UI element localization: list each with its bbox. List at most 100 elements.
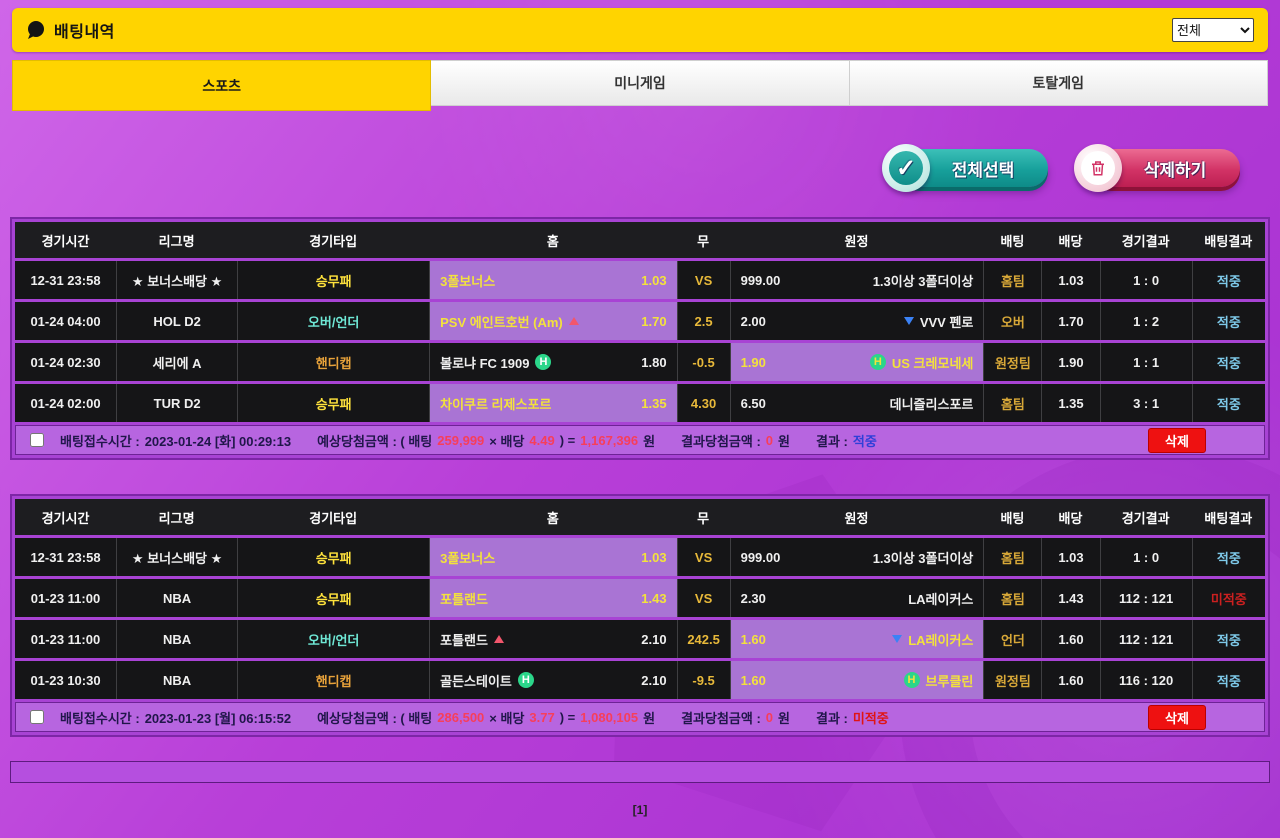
table-header-row: 경기시간 리그명 경기타입 홈 무 원정 배팅 배당 경기결과 배팅결과 — [15, 222, 1265, 258]
match-time: 01-24 04:00 — [15, 302, 116, 340]
handicap-away-icon: H — [869, 354, 886, 370]
handicap-home-icon: H — [535, 354, 552, 370]
trash-circle-icon — [1074, 144, 1122, 192]
handicap-home-icon: H — [517, 672, 534, 688]
draw-cell: 4.30 — [676, 384, 730, 422]
tab-minigame[interactable]: 미니게임 — [431, 60, 850, 106]
bet-row: 01-23 11:00 NBA 승무패 포틀랜드 1.43 VS 2.30 LA레이… — [15, 579, 1265, 617]
draw-cell: VS — [676, 538, 730, 576]
result-label: 결과 : — [815, 710, 848, 726]
match-time: 01-23 11:00 — [15, 579, 116, 617]
bet-time-value: 2023-01-23 [월] 06:15:52 — [144, 710, 292, 726]
bet-result: 미적중 — [1191, 579, 1265, 617]
col-header-home: 홈 — [429, 499, 677, 535]
select-all-label: 전체선택 — [951, 160, 1015, 180]
bet-row: 01-23 10:30 NBA 핸디캡 골든스테이트 H 2.10 -9.5 1.6… — [15, 661, 1265, 699]
game-type: 오버/언더 — [237, 620, 430, 658]
won-label: 원 — [643, 433, 656, 449]
col-header-odds: 배당 — [1041, 499, 1100, 535]
bet-row: 12-31 23:58 ★ 보너스배당 ★ 승무패 3폴보너스 1.03 VS 9… — [15, 261, 1265, 299]
slip-checkbox[interactable] — [30, 710, 44, 724]
slip-result: 적중 — [852, 433, 877, 449]
bet-row: 12-31 23:58 ★ 보너스배당 ★ 승무패 3폴보너스 1.03 VS 9… — [15, 538, 1265, 576]
chat-bubble-icon — [28, 21, 44, 39]
delete-slip-button[interactable]: 삭제 — [1148, 704, 1206, 730]
game-type: 승무패 — [237, 261, 430, 299]
match-score: 1 : 1 — [1099, 343, 1192, 381]
result-label: 결과 : — [815, 433, 848, 449]
league-name: ★ 보너스배당 ★ — [116, 538, 238, 576]
slip-checkbox[interactable] — [30, 433, 44, 447]
bet-slip-2: 경기시간 리그명 경기타입 홈 무 원정 배팅 배당 경기결과 배팅결과 12-… — [10, 494, 1270, 737]
delete-all-label: 삭제하기 — [1143, 160, 1207, 180]
home-cell: 차이쿠르 리제스포르 1.35 — [429, 384, 677, 422]
bet-pick: 언더 — [983, 620, 1042, 658]
col-header-time: 경기시간 — [15, 222, 116, 258]
col-header-result: 배팅결과 — [1191, 499, 1265, 535]
bet-amount: 286,500 — [437, 709, 485, 725]
handicap-away-icon: H — [903, 672, 920, 688]
away-cell: 2.30 LA레이커스 — [729, 579, 984, 617]
bet-row: 01-23 11:00 NBA 오버/언더 포틀랜드 2.10 242.5 1.6… — [15, 620, 1265, 658]
col-header-odds: 배당 — [1041, 222, 1100, 258]
title-bar: 배팅내역 전체 — [12, 8, 1268, 52]
game-type: 핸디캡 — [237, 661, 430, 699]
draw-cell: -9.5 — [676, 661, 730, 699]
col-header-draw: 무 — [676, 222, 730, 258]
bet-slip-1: 경기시간 리그명 경기타입 홈 무 원정 배팅 배당 경기결과 배팅결과 12-… — [10, 217, 1270, 460]
bet-result: 적중 — [1191, 302, 1265, 340]
delete-selected-button[interactable]: 삭제하기 — [1074, 144, 1240, 192]
expected-label: 예상당첨금액 : ( 배팅 — [317, 710, 433, 726]
total-odds: 4.49 — [529, 432, 555, 448]
bet-pick: 원정팀 — [983, 661, 1042, 699]
delete-slip-button[interactable]: 삭제 — [1148, 427, 1206, 453]
bet-table: 경기시간 리그명 경기타입 홈 무 원정 배팅 배당 경기결과 배팅결과 12-… — [15, 496, 1265, 702]
bet-time-value: 2023-01-24 [화] 00:29:13 — [144, 433, 292, 449]
tab-totalgame[interactable]: 토탈게임 — [849, 60, 1268, 106]
match-score: 1 : 0 — [1099, 261, 1192, 299]
bet-result: 적중 — [1191, 384, 1265, 422]
draw-cell: 242.5 — [676, 620, 730, 658]
match-time: 01-23 10:30 — [15, 661, 116, 699]
bet-odds: 1.43 — [1041, 579, 1100, 617]
away-cell: 999.00 1.3이상 3폴더이상 — [729, 261, 984, 299]
expected-label: 예상당첨금액 : ( 배팅 — [317, 433, 433, 449]
match-score: 1 : 2 — [1099, 302, 1192, 340]
result-amount-label: 결과당첨금액 : — [681, 433, 761, 449]
match-score: 116 : 120 — [1099, 661, 1192, 699]
bet-row: 01-24 02:00 TUR D2 승무패 차이쿠르 리제스포르 1.35 4.… — [15, 384, 1265, 422]
match-time: 01-23 11:00 — [15, 620, 116, 658]
col-header-type: 경기타입 — [237, 499, 430, 535]
filter-select[interactable]: 전체 — [1172, 18, 1254, 42]
bet-odds: 1.03 — [1041, 261, 1100, 299]
tab-sports[interactable]: 스포츠 — [12, 60, 432, 111]
col-header-type: 경기타입 — [237, 222, 430, 258]
bet-result: 적중 — [1191, 620, 1265, 658]
bet-odds: 1.35 — [1041, 384, 1100, 422]
page-title: 배팅내역 — [54, 24, 115, 41]
down-arrow-icon — [903, 317, 914, 325]
game-type: 오버/언더 — [237, 302, 430, 340]
equals-label: ) = — [559, 709, 576, 725]
league-name: TUR D2 — [116, 384, 238, 422]
col-header-home: 홈 — [429, 222, 677, 258]
game-type: 승무패 — [237, 538, 430, 576]
bet-result: 적중 — [1191, 538, 1265, 576]
up-arrow-icon — [568, 317, 579, 325]
select-all-button[interactable]: ✓ 전체선택 — [882, 144, 1048, 192]
bet-row: 01-24 02:30 세리에 A 핸디캡 볼로냐 FC 1909 H 1.80 -… — [15, 343, 1265, 381]
category-tabs: 스포츠 미니게임 토탈게임 — [12, 60, 1268, 111]
home-cell: 3폴보너스 1.03 — [429, 261, 677, 299]
league-name: 세리에 A — [116, 343, 238, 381]
match-time: 01-24 02:00 — [15, 384, 116, 422]
bet-pick: 홈팀 — [983, 538, 1042, 576]
slip-summary-bar: 배팅접수시간 : 2023-01-23 [월] 06:15:52 예상당첨금액 … — [15, 702, 1265, 732]
draw-cell: VS — [676, 579, 730, 617]
game-type: 승무패 — [237, 579, 430, 617]
page-link-1[interactable]: [1] — [632, 803, 648, 817]
bet-pick: 홈팀 — [983, 384, 1042, 422]
bet-odds: 1.90 — [1041, 343, 1100, 381]
col-header-away: 원정 — [729, 222, 984, 258]
bet-amount: 259,999 — [437, 432, 485, 448]
league-name: NBA — [116, 579, 238, 617]
